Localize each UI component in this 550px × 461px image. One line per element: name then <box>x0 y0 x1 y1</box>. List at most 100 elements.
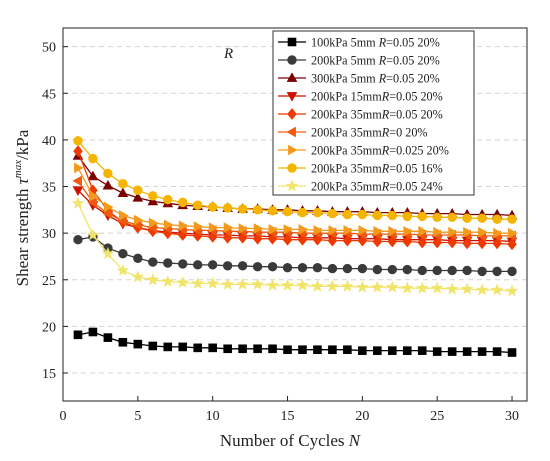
data-point <box>208 222 219 233</box>
legend-item-9: 200kPa 35mmR=0.05 24% <box>278 179 443 194</box>
data-point <box>267 206 278 216</box>
data-point <box>283 224 294 235</box>
data-point <box>445 282 459 295</box>
data-point <box>477 347 487 356</box>
data-point <box>148 257 158 267</box>
data-point <box>238 223 249 234</box>
x-tick-label: 20 <box>355 409 369 424</box>
series-2 <box>73 232 517 277</box>
data-point <box>176 275 190 289</box>
y-tick-label: 45 <box>42 87 56 102</box>
data-point <box>148 217 159 229</box>
y-tick-label: 30 <box>42 227 56 242</box>
x-tick-label: 25 <box>430 409 444 424</box>
data-point <box>102 179 114 190</box>
data-point <box>462 347 472 356</box>
data-point <box>73 145 83 157</box>
x-tick-label: 15 <box>281 409 295 424</box>
data-point <box>207 260 218 270</box>
data-point <box>341 279 354 292</box>
data-point <box>372 235 383 248</box>
data-point <box>490 283 504 296</box>
data-point <box>508 227 518 239</box>
data-point <box>281 278 294 291</box>
data-point <box>178 197 188 208</box>
data-point <box>477 213 487 223</box>
plot-frame <box>62 27 528 402</box>
data-point <box>73 136 83 146</box>
x-tick-label: 5 <box>134 409 141 424</box>
data-point <box>358 225 369 236</box>
series-group <box>71 136 519 357</box>
data-point <box>103 168 113 179</box>
data-point <box>475 283 489 296</box>
data-point <box>178 342 188 352</box>
data-point <box>402 264 412 275</box>
x-tick-label: 10 <box>206 409 220 424</box>
data-point <box>298 224 309 235</box>
data-point <box>417 211 427 222</box>
data-point <box>193 343 203 353</box>
data-point <box>163 219 174 231</box>
data-point <box>206 276 220 289</box>
data-point <box>326 279 339 292</box>
data-point <box>251 277 264 290</box>
legend-item-2: 200kPa 5mm R=0.05 20% <box>278 54 440 68</box>
data-point <box>462 213 472 223</box>
series-7 <box>74 162 518 239</box>
data-point <box>267 262 278 272</box>
data-point <box>72 175 82 187</box>
legend-item-4: 200kPa 15mmR=0.05 20% <box>278 90 443 104</box>
series-line <box>77 203 513 292</box>
data-point <box>221 277 235 290</box>
data-point <box>222 261 233 271</box>
legend-label: 300kPa 5mm R=0.05 20% <box>311 72 440 86</box>
data-point <box>493 227 503 239</box>
data-point <box>132 192 144 202</box>
data-point <box>342 234 353 247</box>
data-point <box>296 278 309 291</box>
data-point <box>327 208 338 219</box>
y-tick-label: 40 <box>42 134 56 149</box>
legend-marker <box>287 108 297 120</box>
data-point <box>191 276 205 289</box>
data-point <box>118 179 128 189</box>
data-point <box>72 186 84 196</box>
data-point <box>133 253 143 264</box>
data-point <box>102 208 112 219</box>
data-point <box>462 265 472 276</box>
data-point <box>387 210 397 221</box>
data-point <box>101 247 115 260</box>
data-point <box>117 187 129 197</box>
data-point <box>448 226 458 238</box>
data-point <box>432 265 442 276</box>
data-point <box>462 237 472 250</box>
data-point <box>88 327 98 337</box>
y-tick-label: 15 <box>42 367 56 382</box>
data-point <box>223 344 232 354</box>
data-point <box>477 237 487 250</box>
data-point <box>343 225 354 236</box>
legend-marker <box>287 37 297 47</box>
legend-item-1: 100kPa 5mm R=0.05 20% <box>278 36 440 50</box>
data-point <box>298 345 307 355</box>
data-point <box>87 170 99 181</box>
data-point <box>355 280 369 293</box>
data-point <box>373 225 383 237</box>
data-point <box>178 259 188 269</box>
data-point <box>357 263 368 274</box>
data-point <box>415 281 429 294</box>
data-point <box>236 277 249 290</box>
data-point <box>282 233 293 246</box>
legend-marker <box>286 72 298 82</box>
data-point <box>433 226 443 238</box>
data-point <box>208 343 217 353</box>
data-point <box>430 281 444 294</box>
data-point <box>417 346 427 355</box>
legend-marker <box>285 179 299 192</box>
legend-label: 200kPa 35mmR=0.025 20% <box>311 144 449 158</box>
data-point <box>148 191 158 201</box>
axis-ticks: 15 20 25 30 35 40 45 50 0 5 10 15 20 25 30 <box>42 41 519 424</box>
data-point <box>327 234 338 247</box>
data-point <box>253 344 262 354</box>
